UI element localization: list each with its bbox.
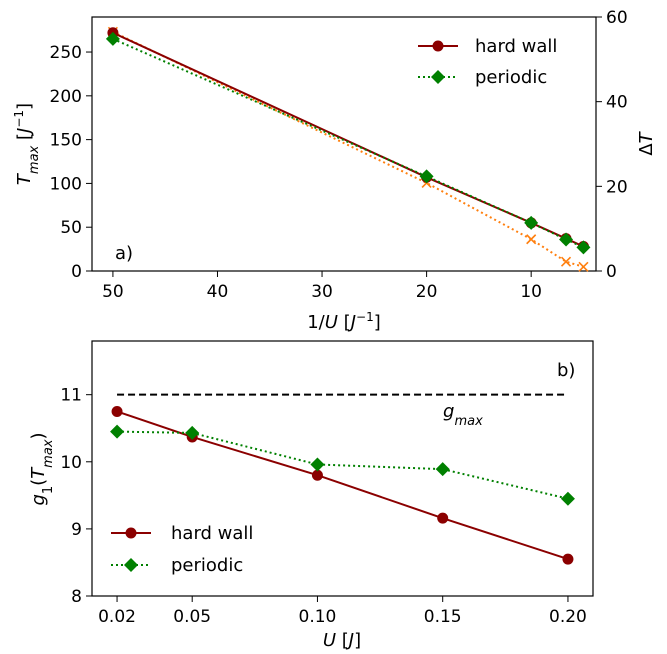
data-point-periodic-1 [419,169,434,184]
y-tick-label-a-100: 100 [50,174,82,194]
series-group-a [105,26,591,272]
data-point-series-delta-t-2 [526,234,537,245]
data-point-series-delta-t-3 [560,256,572,267]
data-point-periodic-3 [435,462,450,477]
x-tick-label-a-40: 40 [207,282,229,302]
plot-frame-a [91,16,597,272]
legend-label-periodic-b: periodic [171,555,243,576]
y-tick-label-b-9: 9 [71,520,82,540]
data-point-periodic-2 [524,215,539,230]
y-tick-label-b-11: 11 [60,386,82,406]
panel-label-b: b) [557,360,575,381]
y-axis-label-a: Tmax [J−1] [12,103,42,185]
data-point-periodic-0 [110,424,125,439]
data-point-periodic-0 [105,31,120,46]
x-tick-label-b-1: 0.05 [173,607,211,627]
series-group-b [110,393,575,565]
legend-marker-periodic-a [431,70,445,84]
panel-b: 0.02 0.05 0.10 0.15 0.20 8 9 10 11 b) gmax U [J]… [28,340,594,651]
y-tick-label-a-0: 0 [71,262,82,282]
y-tick-label-a-150: 150 [50,131,82,151]
y-tick-label-a-250: 250 [50,43,82,63]
y2-tick-label-a-20: 20 [606,177,628,197]
series-line-periodic [117,430,569,500]
x-axis-label-a: 1/U [J−1] [307,310,381,333]
legend-a: hard wall periodic [418,36,557,88]
x-tick-label-a-30: 30 [311,282,333,302]
y-tick-label-b-8: 8 [71,587,82,607]
legend-label-periodic-a: periodic [475,67,547,88]
x-tick-label-a-20: 20 [416,282,438,302]
ticks-group-b: 0.02 0.05 0.10 0.15 0.20 8 9 10 11 [60,386,587,627]
data-point-hard-wall-3 [437,512,449,524]
y2-axis-label-a: ΔT [636,130,657,155]
x-tick-label-b-0: 0.02 [98,607,136,627]
legend-label-hard-wall-a: hard wall [475,36,557,57]
x-axis-label-b: U [J] [323,630,361,651]
data-point-periodic-2 [310,457,325,472]
x-tick-label-b-3: 0.15 [424,607,462,627]
x-tick-label-a-10: 10 [520,282,542,302]
data-point-periodic-4 [576,240,591,255]
data-point-hard-wall-2 [311,469,323,481]
y-axis-label-b: g1(Tmax) [28,432,56,505]
data-point-hard-wall-0 [111,405,123,417]
x-tick-label-a-50: 50 [102,282,124,302]
legend-marker-hard-wall-b [125,527,137,539]
x-tick-label-b-4: 0.20 [549,607,587,627]
legend-label-hard-wall-b: hard wall [171,523,253,544]
data-point-periodic-1 [185,425,200,440]
y-tick-label-b-10: 10 [60,453,82,473]
y-tick-label-a-50: 50 [60,218,82,238]
legend-b: hard wall periodic [111,523,253,576]
y2-tick-label-a-60: 60 [606,8,628,28]
y2-tick-label-a-40: 40 [606,93,628,113]
data-point-series-delta-t-4 [578,261,589,272]
legend-marker-hard-wall-a [432,40,444,52]
plot-frame-b [91,340,594,597]
data-point-periodic-4 [560,491,575,506]
gmax-label: gmax [443,401,483,429]
data-point-hard-wall-4 [562,553,574,565]
data-point-periodic-3 [559,232,574,247]
y-tick-label-a-200: 200 [50,87,82,107]
legend-marker-periodic-b [124,558,138,572]
panel-label-a: a) [115,243,133,264]
x-tick-label-b-2: 0.10 [299,607,337,627]
y2-tick-label-a-0: 0 [606,262,617,282]
